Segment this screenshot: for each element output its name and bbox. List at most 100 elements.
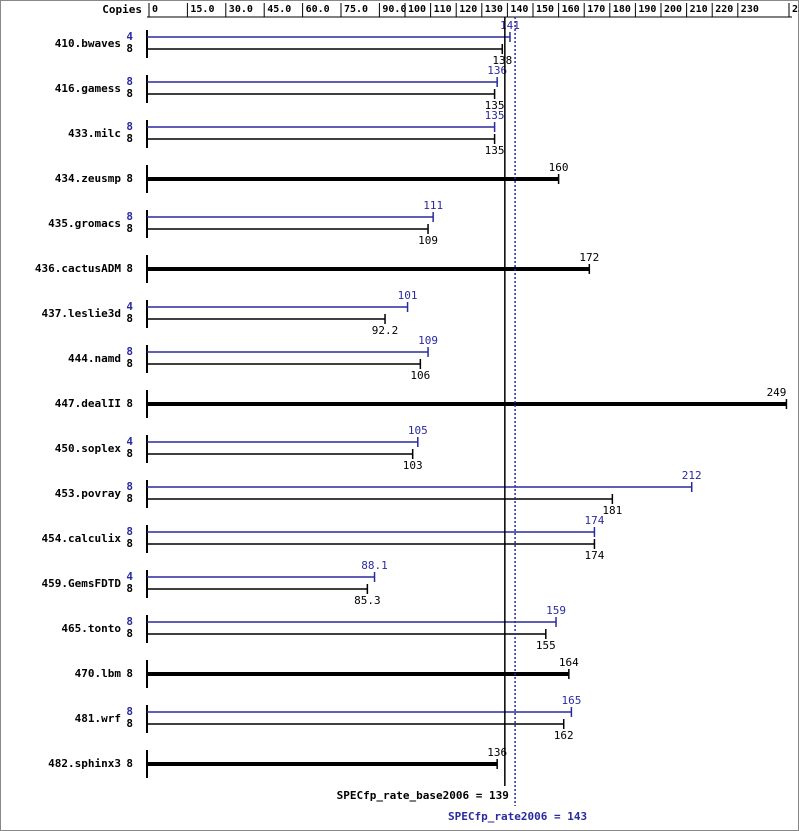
x-tick-label: 210 — [690, 4, 708, 15]
x-tick-label: 130 — [485, 4, 503, 15]
x-tick-label: 100 — [408, 4, 426, 15]
value-label: 141 — [500, 19, 520, 32]
value-label: 181 — [602, 504, 622, 517]
copies-label: 8 — [126, 120, 133, 133]
reference-label: SPECfp_rate_base2006 = 139 — [337, 789, 509, 802]
x-tick-label: 160 — [562, 4, 580, 15]
copies-label: 8 — [126, 262, 133, 275]
category-label: 453.povray — [55, 487, 122, 500]
category-label: 437.leslie3d — [42, 307, 121, 320]
copies-label: 8 — [126, 75, 133, 88]
x-tick-label: 30.0 — [229, 4, 253, 15]
x-tick-label: 140 — [510, 4, 528, 15]
value-label: 135 — [485, 109, 505, 122]
copies-label: 8 — [126, 615, 133, 628]
copies-label: 8 — [126, 397, 133, 410]
x-tick-label: 60.0 — [306, 4, 330, 15]
copies-label: 8 — [126, 525, 133, 538]
category-label: 481.wrf — [75, 712, 121, 725]
category-label: 444.namd — [68, 352, 121, 365]
copies-label: 8 — [126, 757, 133, 770]
category-label: 465.tonto — [61, 622, 121, 635]
x-tick-label: 230 — [741, 4, 759, 15]
copies-label: 4 — [126, 570, 133, 583]
x-tick-label: 250 — [792, 4, 799, 15]
copies-label: 4 — [126, 300, 133, 313]
value-label: 155 — [536, 639, 556, 652]
value-label: 109 — [418, 234, 438, 247]
value-label: 135 — [485, 144, 505, 157]
copies-label: 8 — [126, 717, 133, 730]
x-tick-label: 200 — [664, 4, 682, 15]
copies-label: 8 — [126, 222, 133, 235]
copies-label: 8 — [126, 132, 133, 145]
value-label: 106 — [410, 369, 430, 382]
value-label: 135 — [485, 99, 505, 112]
value-label: 111 — [423, 199, 443, 212]
x-tick-label: 180 — [613, 4, 631, 15]
value-label: 103 — [403, 459, 423, 472]
category-label: 482.sphinx3 — [48, 757, 121, 770]
copies-label: 4 — [126, 435, 133, 448]
value-label: 160 — [549, 161, 569, 174]
category-label: 450.soplex — [55, 442, 122, 455]
copies-label: 8 — [126, 582, 133, 595]
category-label: 454.calculix — [42, 532, 122, 545]
x-tick-label: 0 — [152, 4, 158, 15]
value-label: 174 — [585, 514, 605, 527]
x-tick-label: 110 — [434, 4, 452, 15]
category-label: 410.bwaves — [55, 37, 121, 50]
x-tick-label: 190 — [638, 4, 656, 15]
value-label: 101 — [398, 289, 418, 302]
copies-label: 8 — [126, 172, 133, 185]
category-label: 459.GemsFDTD — [42, 577, 122, 590]
x-tick-label: 15.0 — [190, 4, 214, 15]
x-tick-label: 45.0 — [267, 4, 291, 15]
copies-label: 8 — [126, 312, 133, 325]
x-tick-label: 150 — [536, 4, 554, 15]
value-label: 92.2 — [372, 324, 399, 337]
copies-label: 8 — [126, 627, 133, 640]
copies-label: 8 — [126, 492, 133, 505]
x-tick-label: 170 — [587, 4, 605, 15]
x-tick-label: 90.0 — [382, 4, 406, 15]
value-label: 136 — [487, 64, 507, 77]
copies-label: 8 — [126, 345, 133, 358]
value-label: 159 — [546, 604, 566, 617]
x-tick-label: 75.0 — [344, 4, 368, 15]
category-label: 416.gamess — [55, 82, 121, 95]
category-label: 435.gromacs — [48, 217, 121, 230]
value-label: 109 — [418, 334, 438, 347]
copies-label: 8 — [126, 210, 133, 223]
value-label: 136 — [487, 746, 507, 759]
category-label: 433.milc — [68, 127, 121, 140]
category-label: 434.zeusmp — [55, 172, 122, 185]
value-label: 249 — [767, 386, 787, 399]
value-label: 88.1 — [361, 559, 388, 572]
value-label: 165 — [561, 694, 581, 707]
copies-label: 8 — [126, 537, 133, 550]
copies-label: 8 — [126, 42, 133, 55]
value-label: 174 — [585, 549, 605, 562]
reference-label: SPECfp_rate2006 = 143 — [448, 810, 587, 823]
category-label: 436.cactusADM — [35, 262, 121, 275]
value-label: 212 — [682, 469, 702, 482]
category-label: 470.lbm — [75, 667, 122, 680]
copies-label: 8 — [126, 480, 133, 493]
category-label: 447.dealII — [55, 397, 121, 410]
x-tick-label: 120 — [459, 4, 477, 15]
copies-label: 8 — [126, 447, 133, 460]
value-label: 162 — [554, 729, 574, 742]
value-label: 138 — [492, 54, 512, 67]
value-label: 164 — [559, 656, 579, 669]
copies-label: 8 — [126, 705, 133, 718]
copies-header: Copies — [102, 3, 142, 16]
copies-label: 8 — [126, 87, 133, 100]
value-label: 105 — [408, 424, 428, 437]
copies-label: 8 — [126, 357, 133, 370]
copies-label: 8 — [126, 667, 133, 680]
copies-label: 4 — [126, 30, 133, 43]
value-label: 172 — [579, 251, 599, 264]
